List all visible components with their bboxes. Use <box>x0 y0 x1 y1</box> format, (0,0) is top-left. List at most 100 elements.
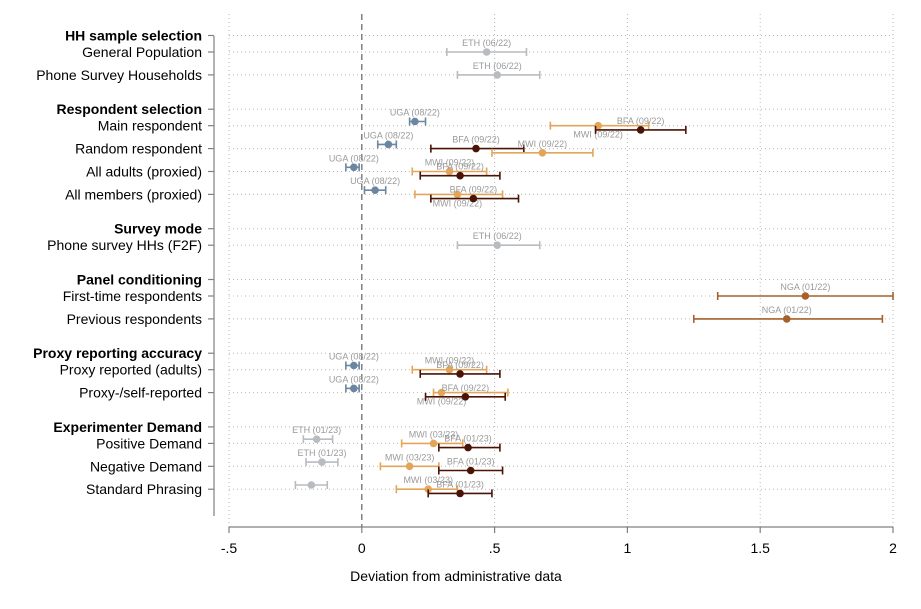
point-estimate <box>384 140 393 149</box>
estimate-point-group: ETH (06/22) <box>456 61 541 79</box>
point-estimate <box>405 462 414 471</box>
section-title: Panel conditioning <box>77 272 202 288</box>
point-label: BFA (09/22) <box>617 116 665 126</box>
x-tick-label: 1.5 <box>750 540 770 556</box>
point-label: ETH (06/22) <box>473 61 522 71</box>
point-estimate <box>371 186 379 194</box>
point-label: MWI (09/22) <box>573 130 623 140</box>
section-title: HH sample selection <box>65 28 202 44</box>
point-label: MWI (09/22) <box>417 397 467 407</box>
estimate-point-group: ETH (06/22) <box>456 231 541 250</box>
point-label: ETH (06/22) <box>462 38 511 48</box>
point-estimate <box>424 485 433 494</box>
category-label: All adults (proxied) <box>86 164 202 180</box>
point-estimate <box>801 292 810 300</box>
category-label: Proxy-/self-reported <box>79 385 202 401</box>
point-label: MWI (03/23) <box>409 429 459 439</box>
estimate-point-group: BFA (09/22) <box>419 162 501 180</box>
category-label: Main respondent <box>98 118 202 134</box>
estimate-point-group: MWI (09/22) <box>491 139 594 157</box>
axes: -.5 0 .5 1 1.5 2 <box>208 14 897 556</box>
category-label: Phone survey HHs (F2F) <box>47 237 202 253</box>
point-estimate <box>461 393 470 401</box>
x-tick-label: -.5 <box>221 540 238 556</box>
point-estimate <box>493 71 502 79</box>
point-label: BFA (09/22) <box>450 185 498 195</box>
section-title: Respondent selection <box>57 101 202 117</box>
category-label: Random respondent <box>75 141 202 157</box>
point-estimate <box>445 167 454 176</box>
estimate-point-group: ETH (01/23) <box>297 448 346 467</box>
estimate-point-group: MWI (03/23) <box>400 429 464 448</box>
section-title: Proxy reporting accuracy <box>33 345 202 361</box>
estimate-point-group: ETH (06/22) <box>445 38 528 56</box>
point-estimate <box>782 315 791 323</box>
point-estimate <box>429 439 438 448</box>
point-estimate <box>636 126 645 134</box>
point-estimate <box>538 149 547 157</box>
estimate-point-group: BFA (09/22) <box>424 383 507 401</box>
point-label: UGA (08/22) <box>329 153 379 163</box>
point-label: BFA (09/22) <box>436 162 484 172</box>
point-label: MWI (09/22) <box>433 198 483 208</box>
estimate-point-group: BFA (09/22) <box>430 135 525 153</box>
point-label: BFA (01/23) <box>447 457 495 467</box>
point-estimate <box>350 163 358 172</box>
point-label: MWI (03/23) <box>403 475 453 485</box>
point-label: NGA (01/22) <box>780 282 830 292</box>
point-estimate <box>456 489 464 498</box>
estimate-point-group <box>294 481 329 489</box>
point-label: BFA (01/23) <box>436 479 484 489</box>
point-label: NGA (01/22) <box>762 305 812 315</box>
point-estimate <box>464 443 472 452</box>
estimate-point-group: NGA (01/22) <box>716 282 894 300</box>
category-label: All members (proxied) <box>65 186 202 202</box>
point-label: MWI (09/22) <box>518 139 568 149</box>
point-label: UGA (08/22) <box>329 374 379 384</box>
category-label: Positive Demand <box>96 435 202 451</box>
point-estimate <box>312 435 321 444</box>
x-tick-label: 1 <box>624 540 632 556</box>
x-tick-label: 2 <box>889 540 897 556</box>
section-title: Experimenter Demand <box>53 419 202 435</box>
estimate-point-group: BFA (01/23) <box>438 434 501 452</box>
estimate-point-group: MWI (09/22) <box>411 158 488 176</box>
category-label: Standard Phrasing <box>86 481 202 497</box>
point-label: ETH (01/23) <box>292 425 341 435</box>
estimate-point-group: BFA (01/23) <box>427 479 493 498</box>
section-title: Survey mode <box>114 221 202 237</box>
estimate-point-group: UGA (08/22) <box>329 374 379 393</box>
estimate-point-group: ETH (01/23) <box>292 425 341 444</box>
point-label: BFA (01/23) <box>444 434 492 444</box>
point-label: UGA (08/22) <box>363 130 413 140</box>
point-estimate <box>350 384 358 393</box>
point-label: BFA (09/22) <box>452 135 500 145</box>
point-estimate <box>350 361 358 370</box>
point-estimate <box>411 117 419 126</box>
point-estimate <box>445 365 454 374</box>
estimate-point-group: UGA (08/22) <box>390 108 440 126</box>
point-label: UGA (08/22) <box>390 108 440 118</box>
estimate-point-group: BFA (09/22) <box>594 116 687 134</box>
x-tick-label: 0 <box>358 540 366 556</box>
point-label: MWI (03/23) <box>385 452 435 462</box>
point-label: BFA (09/22) <box>436 360 484 370</box>
category-label: Previous respondents <box>67 311 202 327</box>
estimate-point-group: MWI (09/22) <box>414 190 504 208</box>
point-estimate <box>453 190 462 199</box>
point-label: MWI (09/22) <box>425 158 475 168</box>
point-label: ETH (01/23) <box>297 448 346 458</box>
x-axis-title: Deviation from administrative data <box>350 568 562 584</box>
point-estimate <box>472 144 480 153</box>
category-label: Negative Demand <box>90 458 202 474</box>
estimate-point-group: BFA (01/23) <box>438 457 504 475</box>
point-label: MWI (09/22) <box>425 356 475 366</box>
estimate-point-group: UGA (08/22) <box>329 153 379 172</box>
point-estimate <box>318 458 326 466</box>
point-label: UGA (08/22) <box>329 352 379 362</box>
estimate-point-group: MWI (03/23) <box>379 452 440 471</box>
estimate-point-group: BFA (09/22) <box>430 185 520 203</box>
estimate-point-group: UGA (08/22) <box>363 130 413 149</box>
